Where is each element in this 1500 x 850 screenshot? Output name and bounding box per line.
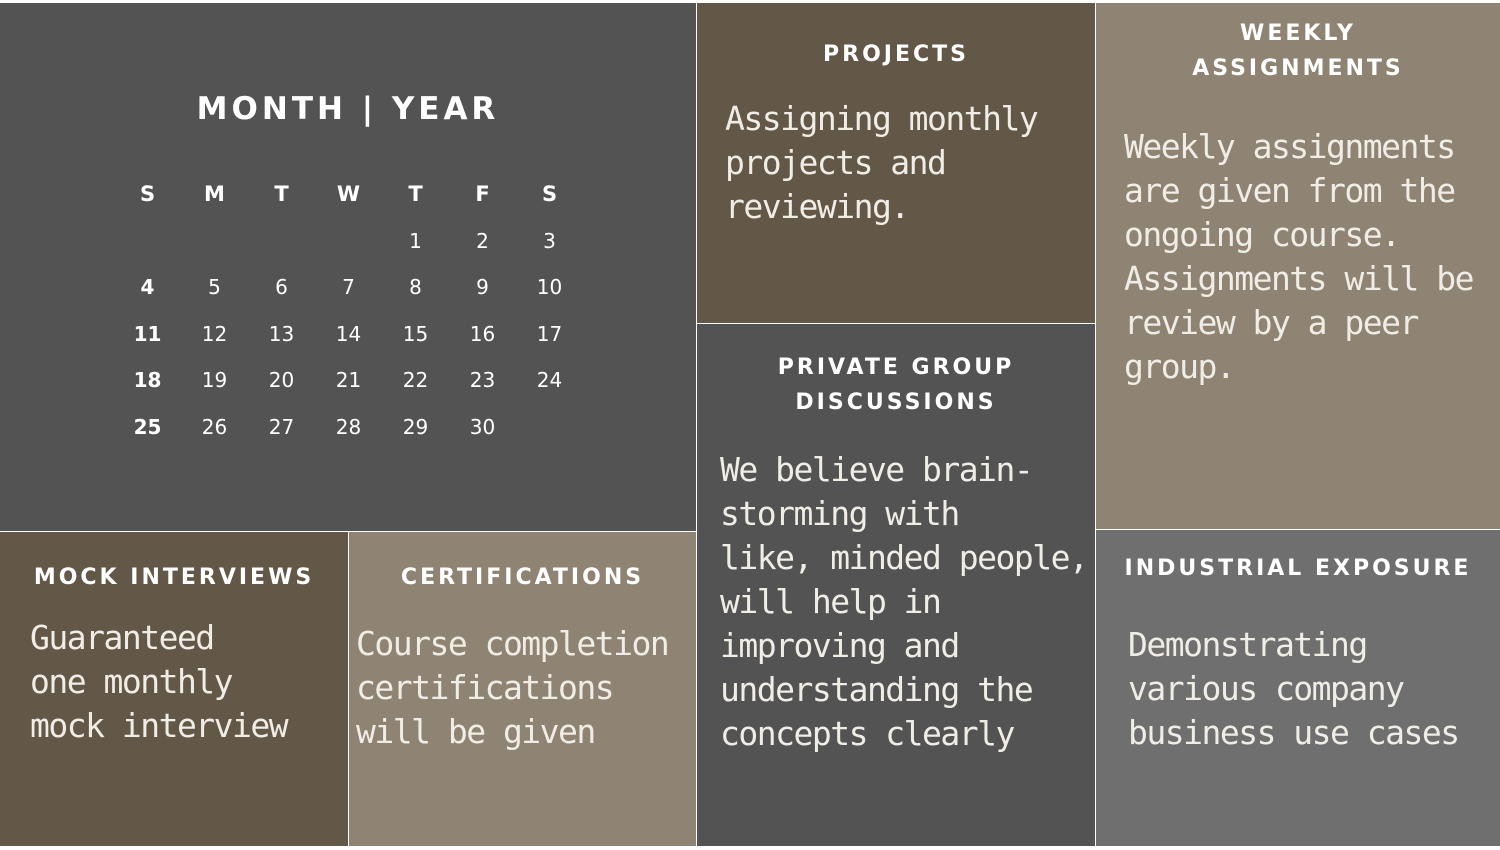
projects-heading: PROJECTS: [823, 42, 969, 67]
weekday-tuesday: T: [274, 182, 289, 206]
weekday-sunday: S: [139, 182, 156, 206]
calendar-day: 5: [208, 275, 221, 299]
weekly-assignments-text: Weekly assignments are given from the on…: [1124, 127, 1475, 386]
calendar-day: 21: [335, 368, 362, 392]
calendar-day: 10: [536, 275, 563, 299]
calendar-day: 26: [201, 414, 228, 439]
weekly-assignments-panel: WEEKLY ASSIGNMENTS Weekly assignments ar…: [1096, 3, 1500, 529]
calendar-day: 11: [133, 321, 162, 346]
calendar-day: 3: [543, 228, 556, 253]
calendar-day: 18: [133, 368, 162, 392]
calendar-day: 17: [536, 321, 563, 346]
mock-interviews-text: Guaranteed one monthly mock interview: [30, 618, 289, 745]
calendar-day: 25: [133, 414, 162, 439]
calendar-day: 8: [409, 275, 422, 299]
calendar-day: 30: [469, 414, 496, 439]
calendar-day: 19: [201, 368, 228, 392]
calendar-day: 4: [140, 275, 155, 299]
weekly-assignments-heading: WEEKLY ASSIGNMENTS: [1192, 21, 1404, 81]
weekday-wednesday: W: [336, 182, 361, 206]
mock-interviews-heading: MOCK INTERVIEWS: [33, 565, 315, 590]
mock-interviews-panel: MOCK INTERVIEWS Guaranteed one monthly m…: [0, 532, 348, 846]
calendar-day: 23: [469, 368, 496, 392]
calendar-day: 14: [335, 321, 362, 346]
calendar-day: [516, 404, 583, 451]
private-group-discussions-panel: PRIVATE GROUP DISCUSSIONS We believe bra…: [697, 324, 1095, 846]
projects-panel: PROJECTS Assigning monthly projects and …: [697, 3, 1095, 323]
calendar-day: 29: [402, 414, 429, 439]
certifications-text: Course completion certifications will be…: [356, 624, 670, 751]
calendar-day: 13: [268, 321, 295, 346]
calendar-day: 6: [275, 275, 288, 299]
industrial-exposure-heading: INDUSTRIAL EXPOSURE: [1124, 556, 1472, 581]
calendar-day: 22: [402, 368, 429, 392]
calendar-title: MONTH | YEAR: [196, 91, 500, 127]
weekday-monday: M: [204, 182, 225, 206]
calendar-panel: MONTH | YEAR S M T W T F S 1 2 3 4 5 6 7…: [0, 3, 696, 531]
certifications-heading: CERTIFICATIONS: [400, 565, 645, 590]
calendar-day: 16: [469, 321, 496, 346]
certifications-panel: CERTIFICATIONS Course completion certifi…: [349, 532, 696, 846]
calendar-grid: S M T W T F S 1 2 3 4 5 6 7 8 9 10 11 12…: [114, 171, 583, 450]
calendar-day: [114, 218, 181, 265]
weekday-saturday: S: [541, 182, 558, 206]
calendar-day: 24: [536, 368, 563, 392]
weekday-thursday: T: [408, 182, 423, 206]
industrial-exposure-text: Demonstrating various company business u…: [1128, 625, 1460, 752]
calendar-day: 2: [476, 228, 489, 253]
projects-text: Assigning monthly projects and reviewing…: [725, 99, 1039, 226]
calendar-day: 20: [268, 368, 295, 392]
calendar-day: 9: [476, 275, 489, 299]
calendar-day: [181, 218, 248, 265]
private-group-discussions-heading: PRIVATE GROUP DISCUSSIONS: [777, 355, 1015, 415]
calendar-day: [315, 218, 382, 265]
calendar-day: 27: [268, 414, 295, 439]
calendar-day: 1: [409, 228, 422, 253]
private-group-discussions-text: We believe brain- storming with like, mi…: [720, 450, 1089, 753]
calendar-day: 7: [342, 275, 355, 299]
calendar-day: [248, 218, 315, 265]
calendar-day: 12: [201, 321, 228, 346]
weekday-friday: F: [475, 182, 490, 206]
industrial-exposure-panel: INDUSTRIAL EXPOSURE Demonstrating variou…: [1096, 530, 1500, 846]
calendar-day: 15: [402, 321, 429, 346]
calendar-day: 28: [335, 414, 362, 439]
